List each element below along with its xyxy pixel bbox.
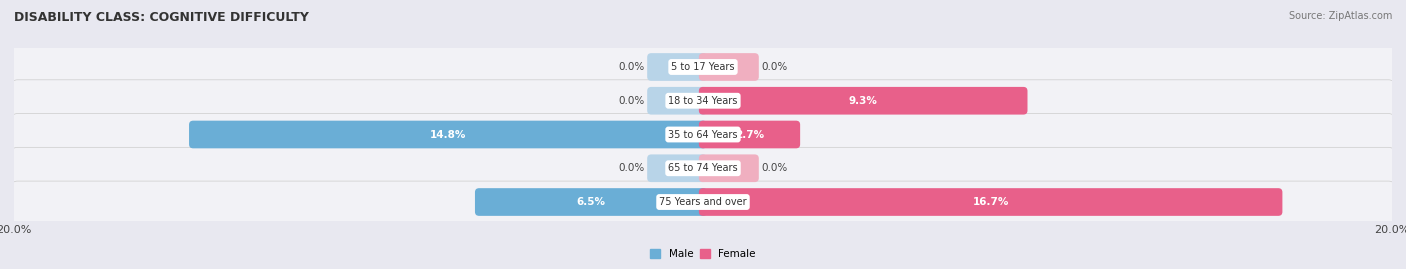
FancyBboxPatch shape [699,87,1028,115]
FancyBboxPatch shape [475,188,707,216]
Text: 0.0%: 0.0% [762,163,787,173]
Text: 16.7%: 16.7% [973,197,1010,207]
Text: 14.8%: 14.8% [430,129,467,140]
Text: 65 to 74 Years: 65 to 74 Years [668,163,738,173]
FancyBboxPatch shape [647,87,707,115]
FancyBboxPatch shape [11,80,1395,122]
Text: 0.0%: 0.0% [619,163,644,173]
Text: 6.5%: 6.5% [576,197,606,207]
FancyBboxPatch shape [699,121,800,148]
FancyBboxPatch shape [11,46,1395,88]
FancyBboxPatch shape [699,188,1282,216]
Text: 75 Years and over: 75 Years and over [659,197,747,207]
Text: 0.0%: 0.0% [619,62,644,72]
Text: 2.7%: 2.7% [735,129,763,140]
FancyBboxPatch shape [11,114,1395,155]
FancyBboxPatch shape [647,154,707,182]
FancyBboxPatch shape [699,53,759,81]
FancyBboxPatch shape [188,121,707,148]
Text: 9.3%: 9.3% [849,96,877,106]
FancyBboxPatch shape [647,53,707,81]
Text: DISABILITY CLASS: COGNITIVE DIFFICULTY: DISABILITY CLASS: COGNITIVE DIFFICULTY [14,11,309,24]
FancyBboxPatch shape [699,154,759,182]
Legend: Male, Female: Male, Female [645,245,761,264]
Text: 35 to 64 Years: 35 to 64 Years [668,129,738,140]
FancyBboxPatch shape [11,181,1395,223]
Text: 18 to 34 Years: 18 to 34 Years [668,96,738,106]
Text: 0.0%: 0.0% [762,62,787,72]
Text: 5 to 17 Years: 5 to 17 Years [671,62,735,72]
Text: 0.0%: 0.0% [619,96,644,106]
Text: Source: ZipAtlas.com: Source: ZipAtlas.com [1288,11,1392,21]
FancyBboxPatch shape [11,147,1395,189]
